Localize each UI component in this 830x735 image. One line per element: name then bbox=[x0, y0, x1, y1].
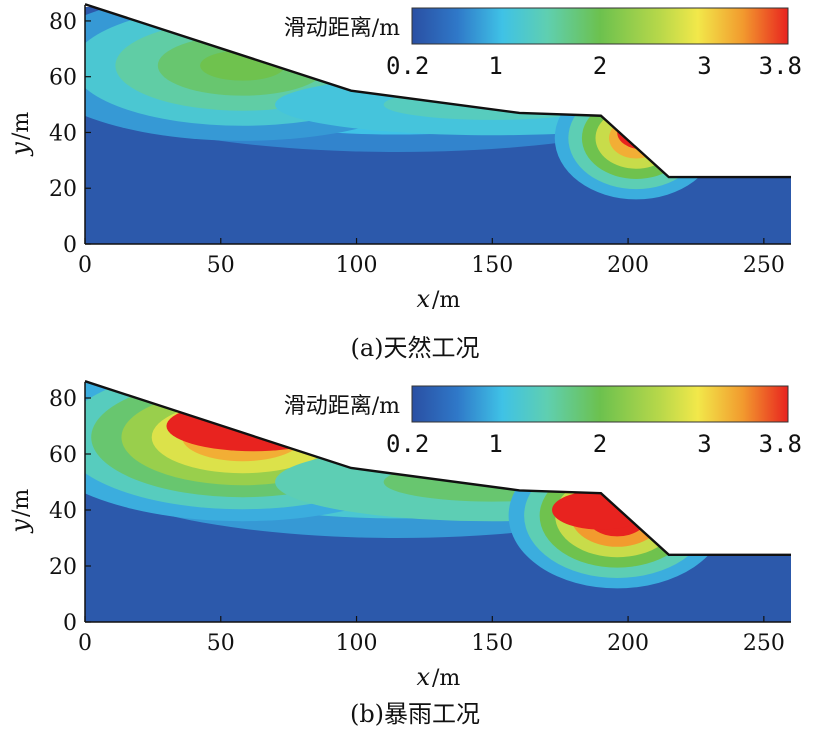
colorbar-tick-label: 0.2 bbox=[386, 52, 429, 80]
colorbar-tick-label: 3 bbox=[697, 52, 711, 80]
y-axis-unit: /m bbox=[9, 112, 34, 140]
x-tick-label: 200 bbox=[607, 253, 649, 278]
x-tick-label: 0 bbox=[78, 253, 92, 278]
colorbar-tick-label: 3.8 bbox=[759, 52, 802, 80]
y-axis-title: y/m bbox=[6, 112, 34, 157]
middle-band bbox=[275, 73, 710, 136]
y-tick-label: 20 bbox=[49, 555, 77, 580]
y-axis-title: y/m bbox=[6, 489, 34, 534]
x-tick-label: 50 bbox=[207, 631, 235, 656]
y-axis-label: y bbox=[6, 142, 34, 157]
colorbar-tick-label: 0.2 bbox=[386, 430, 429, 458]
y-tick-label: 0 bbox=[63, 233, 77, 258]
colorbar-tick-label: 2 bbox=[593, 430, 607, 458]
x-tick-label: 100 bbox=[336, 631, 378, 656]
toe-core bbox=[617, 115, 667, 150]
colorbar bbox=[411, 385, 789, 423]
x-tick-label: 150 bbox=[471, 253, 513, 278]
y-tick-label: 60 bbox=[49, 66, 77, 91]
x-axis-label: x bbox=[416, 285, 430, 313]
x-tick-label: 150 bbox=[471, 631, 513, 656]
y-axis-label: y bbox=[6, 519, 34, 534]
colorbar bbox=[411, 7, 789, 45]
x-tick-label: 250 bbox=[743, 631, 785, 656]
y-axis-unit: /m bbox=[9, 489, 34, 517]
slope-outline bbox=[84, 380, 791, 556]
y-tick-label: 80 bbox=[49, 387, 77, 412]
x-tick-label: 100 bbox=[336, 253, 378, 278]
toe-band bbox=[595, 107, 677, 169]
colorbar-tick-label: 3.8 bbox=[759, 430, 802, 458]
x-tick-label: 50 bbox=[207, 253, 235, 278]
x-tick-label: 200 bbox=[607, 631, 649, 656]
x-tick-label: 250 bbox=[743, 253, 785, 278]
y-tick-label: 40 bbox=[49, 121, 77, 146]
colorbar-tick-label: 2 bbox=[593, 52, 607, 80]
y-tick-label: 40 bbox=[49, 499, 77, 524]
y-tick-label: 60 bbox=[49, 443, 77, 468]
panel-caption: (b)暴雨工况 bbox=[350, 700, 480, 728]
colorbar-label: 滑动距离/m bbox=[284, 394, 400, 419]
x-axis-label: x bbox=[416, 663, 430, 691]
x-axis-unit: /m bbox=[432, 666, 460, 691]
slope-outline bbox=[84, 3, 791, 179]
colorbar-tick-label: 1 bbox=[488, 430, 502, 458]
toe-band bbox=[609, 117, 664, 159]
colorbar-label: 滑动距离/m bbox=[284, 16, 400, 41]
panel-caption: (a)天然工况 bbox=[350, 334, 479, 362]
y-tick-label: 80 bbox=[49, 10, 77, 35]
y-tick-label: 0 bbox=[63, 611, 77, 636]
y-tick-label: 20 bbox=[49, 177, 77, 202]
x-tick-label: 0 bbox=[78, 631, 92, 656]
x-axis-unit: /m bbox=[432, 288, 460, 313]
colorbar-tick-label: 1 bbox=[488, 52, 502, 80]
colorbar-tick-label: 3 bbox=[697, 430, 711, 458]
